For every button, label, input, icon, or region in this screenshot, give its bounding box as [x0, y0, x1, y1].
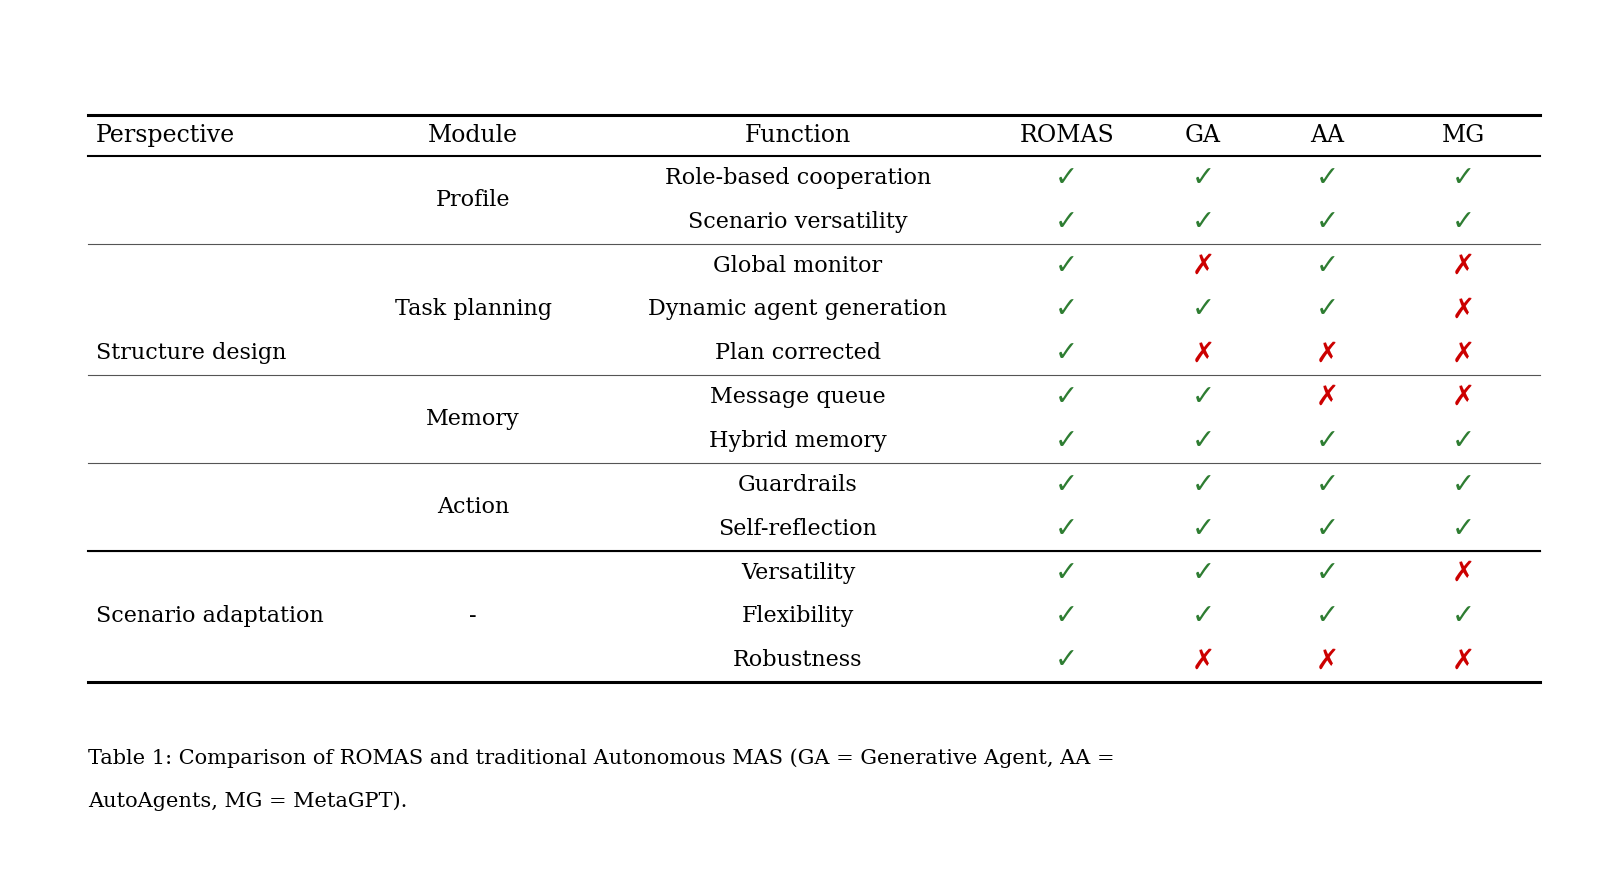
Text: Message queue: Message queue [711, 386, 885, 408]
Text: ✓: ✓ [1315, 427, 1339, 455]
Text: Global monitor: Global monitor [714, 254, 882, 276]
Text: ✓: ✓ [1315, 296, 1339, 323]
Text: Function: Function [744, 124, 852, 147]
Text: Scenario adaptation: Scenario adaptation [96, 605, 324, 627]
Text: AutoAgents, MG = MetaGPT).: AutoAgents, MG = MetaGPT). [88, 791, 407, 811]
Text: Dynamic agent generation: Dynamic agent generation [648, 299, 948, 321]
Text: Flexibility: Flexibility [741, 605, 855, 627]
Text: ✓: ✓ [1192, 602, 1214, 631]
Text: ✓: ✓ [1055, 339, 1078, 368]
Text: ✓: ✓ [1452, 515, 1476, 543]
Text: ✓: ✓ [1192, 515, 1214, 543]
Text: ROMAS: ROMAS [1019, 124, 1115, 147]
Text: ✓: ✓ [1315, 208, 1339, 236]
Text: ✓: ✓ [1055, 515, 1078, 543]
Text: Perspective: Perspective [96, 124, 236, 147]
Text: ✓: ✓ [1055, 164, 1078, 192]
Text: ✓: ✓ [1055, 558, 1078, 587]
Text: ✗: ✗ [1452, 383, 1476, 411]
Text: ✓: ✓ [1192, 208, 1214, 236]
Text: ✓: ✓ [1055, 646, 1078, 674]
Text: ✗: ✗ [1315, 339, 1339, 368]
Text: ✗: ✗ [1452, 339, 1476, 368]
Text: ✓: ✓ [1055, 296, 1078, 323]
Text: ✓: ✓ [1192, 296, 1214, 323]
Text: ✓: ✓ [1452, 208, 1476, 236]
Text: ✓: ✓ [1055, 602, 1078, 631]
Text: Structure design: Structure design [96, 342, 287, 364]
Text: ✓: ✓ [1315, 515, 1339, 543]
Text: ✓: ✓ [1315, 470, 1339, 499]
Text: Guardrails: Guardrails [738, 474, 858, 496]
Text: ✓: ✓ [1055, 383, 1078, 411]
Text: Module: Module [428, 124, 518, 147]
Text: ✗: ✗ [1452, 558, 1476, 587]
Text: Action: Action [436, 496, 510, 517]
Text: ✓: ✓ [1192, 558, 1214, 587]
Text: Robustness: Robustness [733, 649, 863, 672]
Text: ✓: ✓ [1055, 470, 1078, 499]
Text: ✓: ✓ [1452, 602, 1476, 631]
Text: ✓: ✓ [1192, 470, 1214, 499]
Text: Self-reflection: Self-reflection [719, 517, 877, 540]
Text: ✓: ✓ [1055, 427, 1078, 455]
Text: ✓: ✓ [1192, 427, 1214, 455]
Text: ✓: ✓ [1315, 252, 1339, 280]
Text: Task planning: Task planning [395, 299, 552, 321]
Text: ✗: ✗ [1315, 646, 1339, 674]
Text: Hybrid memory: Hybrid memory [709, 430, 887, 452]
Text: ✓: ✓ [1452, 470, 1476, 499]
Text: -: - [470, 605, 476, 627]
Text: Table 1: Comparison of ROMAS and traditional Autonomous MAS (GA = Generative Age: Table 1: Comparison of ROMAS and traditi… [88, 749, 1115, 768]
Text: MG: MG [1442, 124, 1485, 147]
Text: ✗: ✗ [1192, 646, 1214, 674]
Text: ✓: ✓ [1315, 602, 1339, 631]
Text: ✓: ✓ [1192, 383, 1214, 411]
Text: ✗: ✗ [1192, 339, 1214, 368]
Text: Scenario versatility: Scenario versatility [688, 211, 908, 233]
Text: ✗: ✗ [1452, 646, 1476, 674]
Text: Plan corrected: Plan corrected [715, 342, 881, 364]
Text: ✗: ✗ [1192, 252, 1214, 280]
Text: Profile: Profile [436, 189, 510, 211]
Text: ✗: ✗ [1315, 383, 1339, 411]
Text: Memory: Memory [427, 408, 520, 430]
Text: ✗: ✗ [1452, 296, 1476, 323]
Text: ✓: ✓ [1452, 427, 1476, 455]
Text: Versatility: Versatility [741, 562, 855, 584]
Text: ✓: ✓ [1315, 558, 1339, 587]
Text: ✓: ✓ [1452, 164, 1476, 192]
Text: ✓: ✓ [1192, 164, 1214, 192]
Text: ✗: ✗ [1452, 252, 1476, 280]
Text: GA: GA [1185, 124, 1221, 147]
Text: Role-based cooperation: Role-based cooperation [666, 167, 930, 189]
Text: ✓: ✓ [1315, 164, 1339, 192]
Text: AA: AA [1310, 124, 1344, 147]
Text: ✓: ✓ [1055, 208, 1078, 236]
Text: ✓: ✓ [1055, 252, 1078, 280]
